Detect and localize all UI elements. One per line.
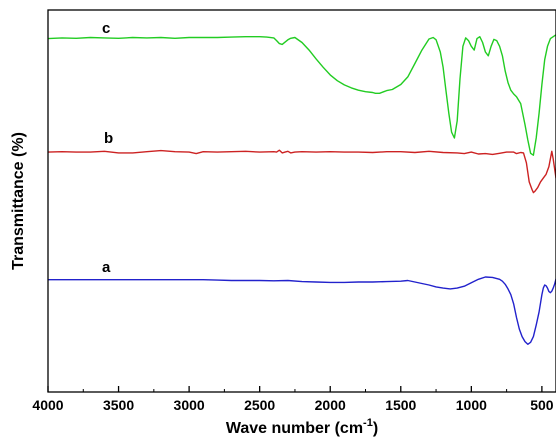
x-tick-label: 1000 bbox=[456, 397, 487, 413]
x-tick-label: 2000 bbox=[315, 397, 346, 413]
series-label-b: b bbox=[104, 130, 113, 147]
y-axis-title: Transmittance (%) bbox=[10, 132, 27, 270]
x-tick-label: 500 bbox=[530, 397, 554, 413]
series-line-b bbox=[47, 149, 556, 194]
series-line-a bbox=[48, 276, 556, 345]
plot-marks: c b a bbox=[47, 20, 556, 345]
x-axis-title-close: ) bbox=[373, 420, 378, 437]
x-tick-label: 1500 bbox=[385, 397, 416, 413]
series-line-c bbox=[47, 34, 556, 156]
x-axis-ticks: 4000 3500 3000 2500 2000 1500 1000 500 bbox=[32, 386, 554, 413]
x-tick-label: 4000 bbox=[32, 397, 63, 413]
series-label-a: a bbox=[102, 259, 111, 276]
x-axis-title: Wave number (cm-1) bbox=[226, 417, 378, 437]
series-label-c: c bbox=[102, 20, 110, 37]
x-axis-title-main: Wave number (cm bbox=[226, 420, 363, 437]
x-tick-label: 3500 bbox=[103, 397, 134, 413]
x-tick-label: 3000 bbox=[174, 397, 205, 413]
plot-area-frame bbox=[47, 9, 556, 393]
x-axis-title-superscript: -1 bbox=[363, 417, 373, 429]
x-tick-label: 2500 bbox=[244, 397, 275, 413]
